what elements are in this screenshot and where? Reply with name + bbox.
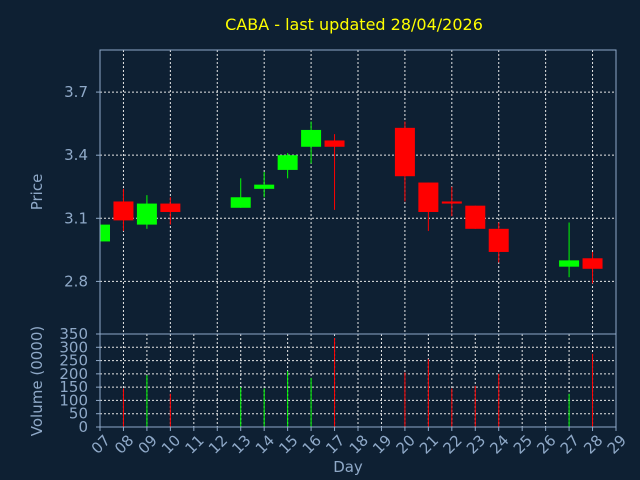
volume-tick-label: 150 [59, 378, 88, 396]
x-tick-label: 10 [158, 431, 184, 457]
x-tick-label: 28 [580, 431, 606, 457]
candle-body-08 [113, 201, 134, 221]
x-tick-label: 09 [135, 431, 161, 457]
x-tick-label: 22 [439, 431, 465, 457]
candle-body-27 [559, 260, 580, 267]
x-tick-label: 15 [275, 431, 301, 457]
volume-tick-label: 200 [59, 365, 88, 383]
volume-tick-label: 0 [78, 418, 88, 436]
candle-body-16 [301, 129, 322, 147]
x-tick-label: 16 [299, 431, 325, 457]
x-tick-label: 19 [369, 431, 395, 457]
x-tick-label: 17 [322, 431, 348, 457]
volume-tick-label: 300 [59, 338, 88, 356]
x-tick-label: 11 [181, 431, 207, 457]
x-tick-label: 24 [486, 431, 512, 457]
x-tick-label: 23 [463, 431, 489, 457]
x-tick-label: 29 [604, 431, 630, 457]
volume-axis-label: Volume (0000) [28, 326, 46, 436]
price-tick-label: 3.4 [64, 146, 88, 164]
price-axis-label: Price [28, 174, 46, 211]
candle-body-15 [277, 155, 298, 170]
candle-body-07 [100, 224, 110, 242]
chart-title: CABA - last updated 28/04/2026 [225, 15, 483, 34]
x-tick-label: 20 [393, 431, 419, 457]
x-tick-label: 26 [533, 431, 559, 457]
volume-panel: 0501001502002503003500708091011121314151… [59, 325, 630, 458]
candle-body-22 [441, 201, 462, 204]
volume-tick-label: 250 [59, 352, 88, 370]
x-axis-label: Day [333, 458, 363, 476]
x-tick-label: 08 [111, 431, 137, 457]
x-tick-label: 14 [252, 431, 278, 457]
candle-body-21 [418, 182, 439, 212]
price-tick-label: 2.8 [64, 272, 88, 290]
x-tick-label: 12 [205, 431, 231, 457]
candle-body-20 [394, 127, 415, 177]
x-tick-label: 18 [346, 431, 372, 457]
candle-body-10 [160, 203, 181, 212]
x-tick-label: 07 [88, 431, 114, 457]
volume-tick-label: 50 [69, 405, 88, 423]
x-tick-label: 21 [416, 431, 442, 457]
price-tick-label: 3.7 [64, 83, 88, 101]
x-tick-label: 27 [557, 431, 583, 457]
candle-body-13 [230, 197, 251, 208]
x-tick-label: 13 [228, 431, 254, 457]
candle-body-23 [465, 205, 486, 229]
price-tick-label: 3.1 [64, 209, 88, 227]
price-panel: 2.8 3.1 3.4 3.7 [64, 49, 617, 335]
candle-body-14 [254, 184, 275, 189]
x-tick-label: 25 [510, 431, 536, 457]
candle-body-24 [488, 228, 509, 252]
candle-body-17 [324, 140, 345, 147]
volume-tick-label: 100 [59, 391, 88, 409]
candle-body-09 [136, 203, 157, 225]
volume-tick-label: 350 [59, 325, 88, 343]
candle-body-28 [582, 258, 603, 269]
